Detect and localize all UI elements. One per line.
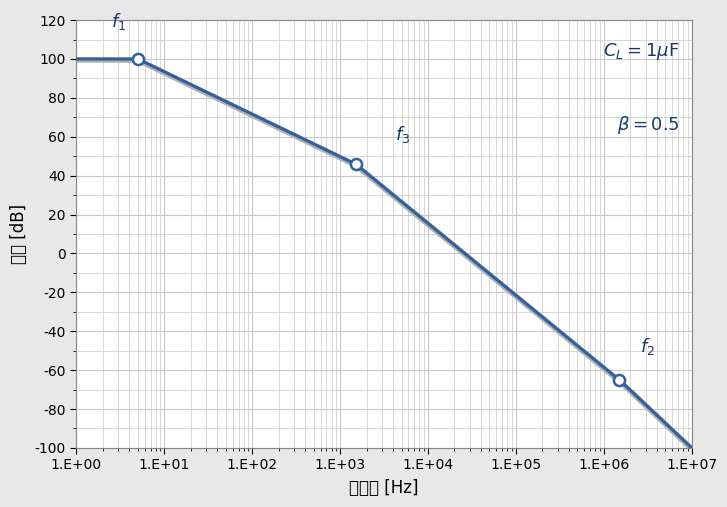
Text: $f_2$: $f_2$	[640, 336, 654, 356]
Text: $f_3$: $f_3$	[395, 124, 410, 144]
Text: $C_L = 1\mu\mathrm{F}$: $C_L = 1\mu\mathrm{F}$	[603, 42, 680, 62]
Y-axis label: 振幅 [dB]: 振幅 [dB]	[9, 204, 28, 264]
X-axis label: 周波数 [Hz]: 周波数 [Hz]	[349, 479, 419, 497]
Text: $f_1$: $f_1$	[111, 11, 126, 32]
Text: $\beta = 0.5$: $\beta = 0.5$	[616, 114, 680, 136]
